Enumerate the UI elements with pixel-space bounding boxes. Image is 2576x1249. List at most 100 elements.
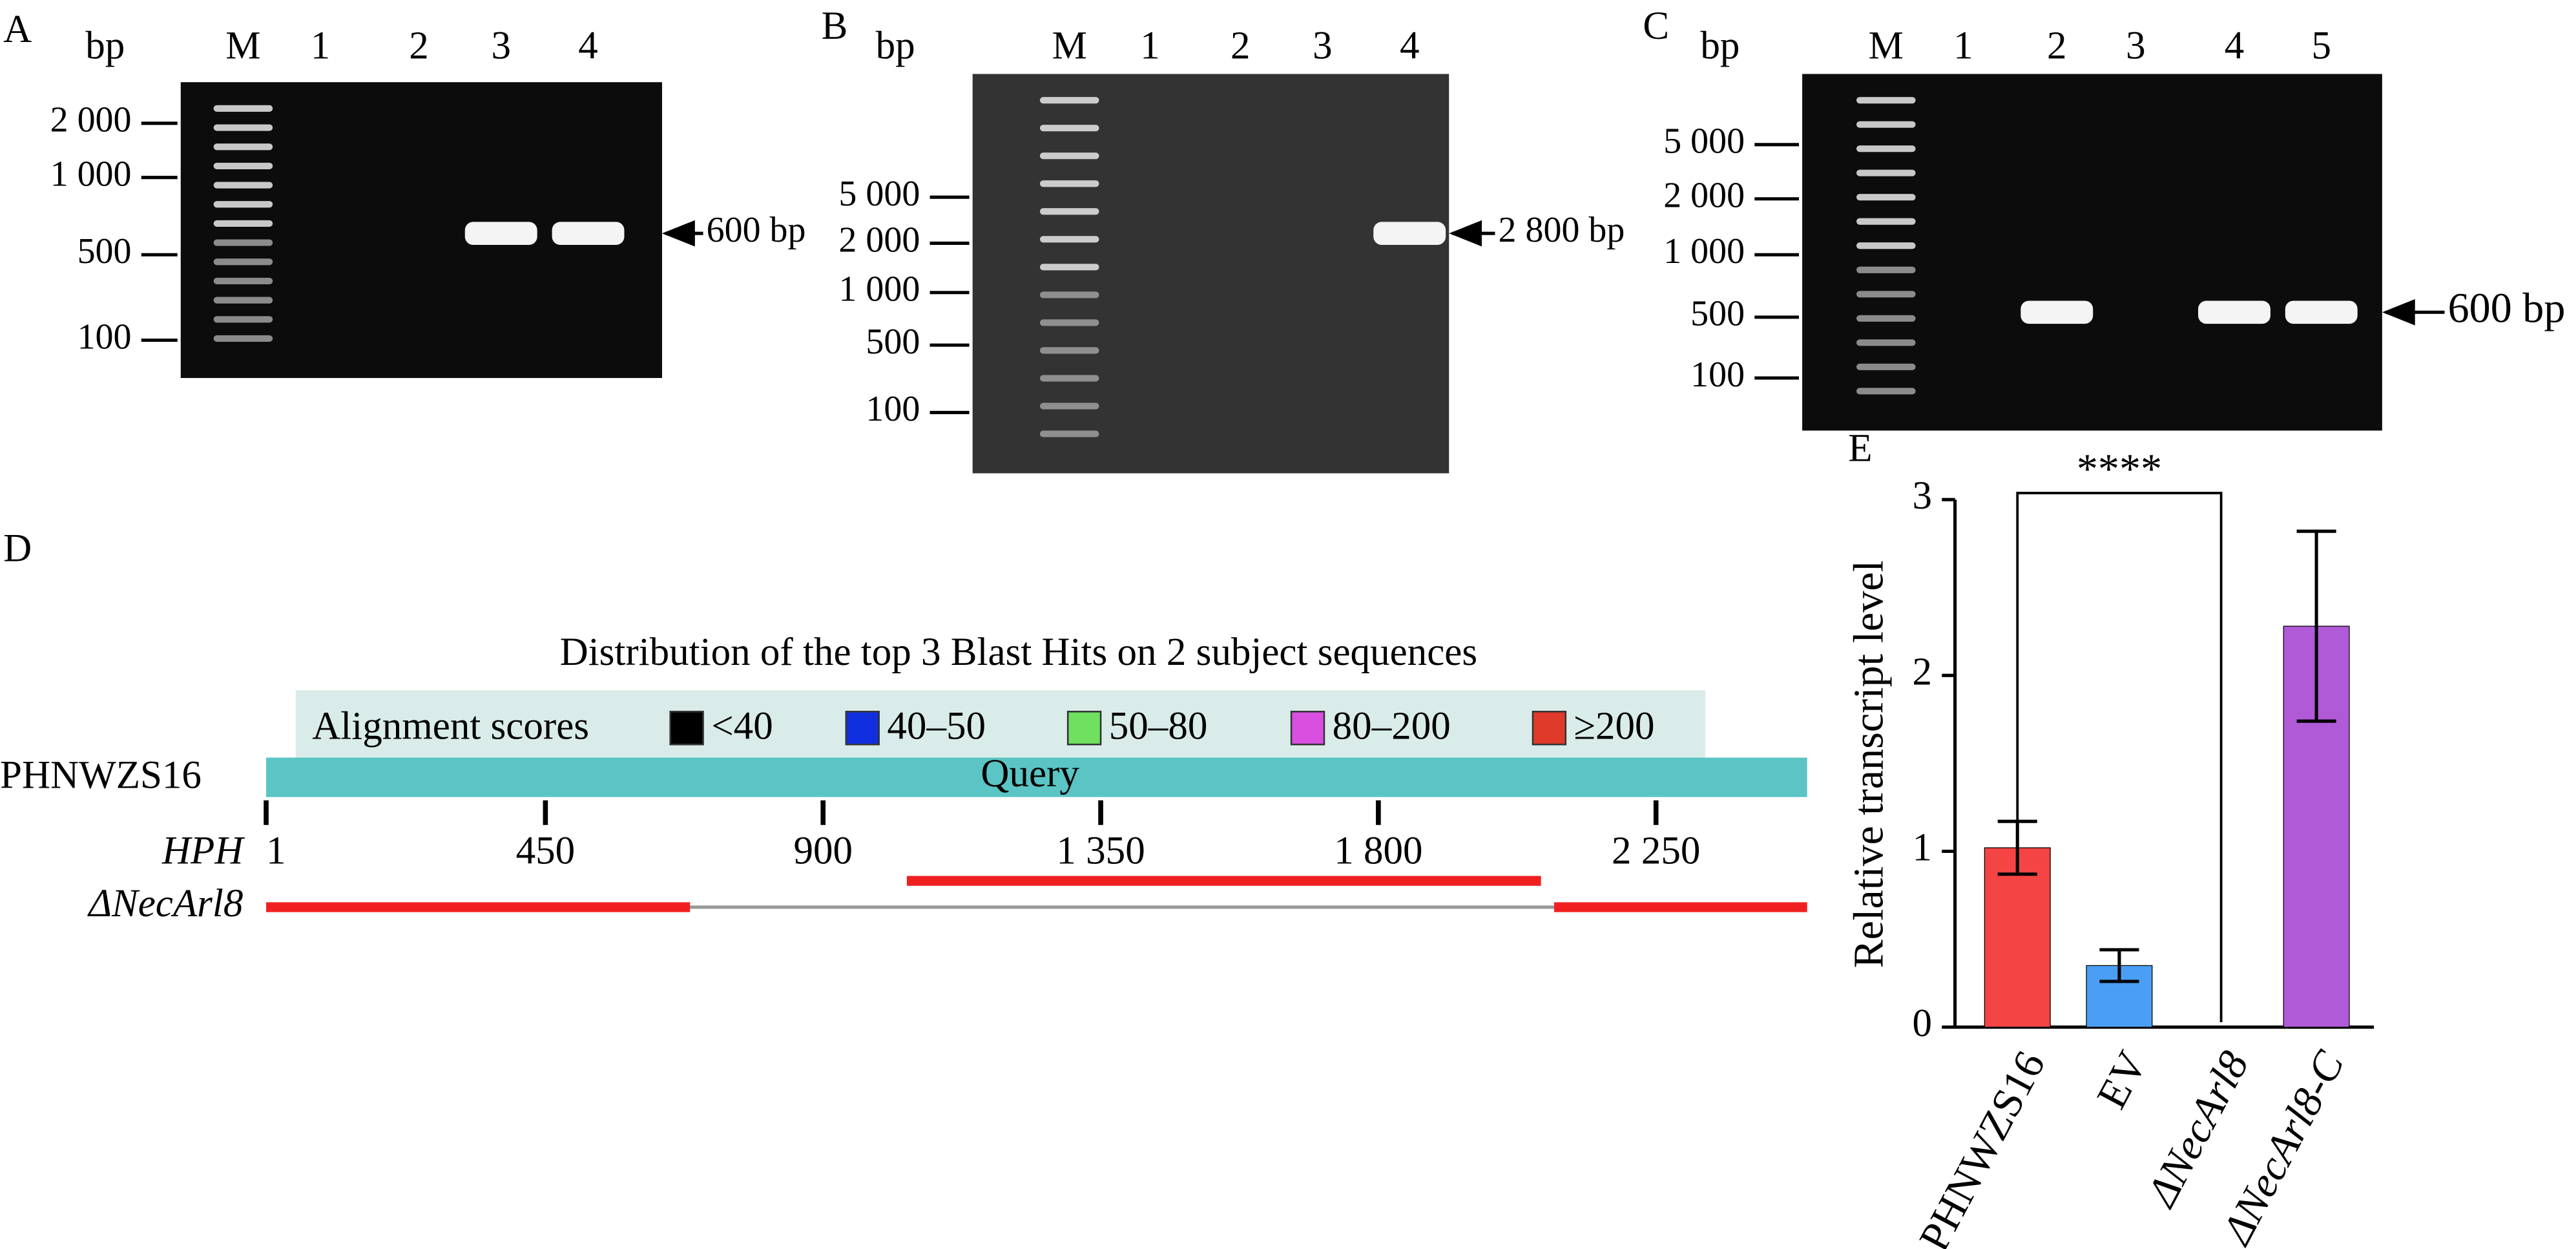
legend-swatch [845, 711, 880, 746]
band-label: 600 bp [2448, 284, 2566, 331]
ladder-band [1856, 363, 1916, 370]
ladder-band [1856, 315, 1916, 322]
y-tick-label: 0 [1912, 1002, 1932, 1045]
plot-title: Distribution of the top 3 Blast Hits on … [560, 631, 1478, 674]
query-tick-label: 450 [516, 830, 576, 873]
legend-title: Alignment scores [312, 704, 589, 748]
ladder-band [1856, 218, 1916, 225]
dna-band [1373, 222, 1446, 245]
lane-label: 2 [2047, 24, 2067, 67]
unit-label: bp [1700, 24, 1740, 67]
query-tick-label: 2 250 [1612, 830, 1700, 873]
marker-label: 2 000 [838, 220, 920, 260]
panel-label: D [3, 527, 32, 571]
ladder-band [1856, 388, 1916, 395]
ladder-band [1856, 266, 1916, 273]
marker-label: 2 000 [1663, 176, 1745, 216]
marker-label: 100 [1690, 355, 1745, 395]
marker-label: 100 [866, 389, 920, 429]
lane-label: 3 [2126, 24, 2146, 67]
ladder-band [1856, 97, 1916, 104]
ladder-band [1039, 430, 1099, 437]
marker-label: 500 [78, 231, 132, 271]
panel-label: B [822, 5, 848, 48]
band-label: 600 bp [707, 210, 806, 250]
lane-label: M [1869, 24, 1904, 67]
legend-box [295, 690, 1706, 764]
marker-label: 100 [78, 317, 132, 357]
ladder-band [1039, 125, 1099, 132]
lane-label: 2 [1231, 24, 1251, 67]
lane-label: 1 [1953, 24, 1973, 67]
panel-label: A [3, 8, 32, 51]
ladder-band [213, 162, 273, 169]
ladder-band [213, 220, 273, 227]
ladder-band [213, 239, 273, 246]
marker-label: 2 000 [50, 100, 132, 140]
y-axis-label: Relative transcript level [1845, 560, 1893, 968]
ladder-band [213, 297, 273, 304]
row-label: HPH [161, 830, 245, 873]
ladder-band [1856, 169, 1916, 176]
panel-label: C [1643, 5, 1669, 48]
ladder-band [1856, 121, 1916, 128]
marker-label: 500 [1690, 294, 1745, 334]
legend-swatch [1066, 711, 1102, 746]
query-tick-label: 900 [793, 830, 853, 873]
lane-label: 2 [409, 24, 429, 67]
dna-band [2020, 300, 2093, 324]
ladder-band [1039, 208, 1099, 215]
ladder-band [213, 105, 273, 112]
ladder-band [213, 182, 273, 189]
panel-label: E [1848, 426, 1872, 470]
band-label: 2 800 bp [1499, 210, 1625, 250]
marker-label: 5 000 [1663, 121, 1745, 162]
ladder-band [1039, 264, 1099, 271]
query-name: PHNWZS16 [0, 754, 202, 797]
marker-label: 500 [866, 322, 920, 362]
query-tick-label: 1 [266, 830, 286, 873]
lane-label: 3 [491, 24, 511, 67]
dna-band [552, 222, 625, 245]
gel [972, 74, 1449, 474]
ladder-band [213, 201, 273, 208]
lane-label: 4 [578, 24, 598, 67]
legend-label: 40–50 [887, 704, 986, 748]
significance-label: **** [2077, 446, 2162, 493]
gel [1802, 74, 2382, 431]
y-tick-label: 2 [1912, 650, 1932, 693]
ladder-band [213, 124, 273, 131]
ladder-band [1856, 194, 1916, 201]
ladder-band [213, 258, 273, 266]
ladder-band [213, 316, 273, 323]
marker-label: 5 000 [838, 174, 920, 214]
unit-label: bp [85, 24, 125, 67]
ladder-band [1039, 403, 1099, 410]
dna-band [464, 222, 537, 245]
lane-label: 4 [2225, 24, 2245, 67]
query-tick-label: 1 350 [1056, 830, 1145, 873]
ladder-band [1039, 319, 1099, 326]
query-bar [266, 757, 1807, 797]
marker-label: 1 000 [1663, 231, 1745, 271]
ladder-band [1856, 242, 1916, 249]
lane-label: 1 [311, 24, 331, 67]
ladder-band [1856, 291, 1916, 298]
y-tick-label: 1 [1912, 826, 1932, 870]
legend-label: 50–80 [1109, 704, 1208, 748]
legend-label: 80–200 [1333, 704, 1451, 748]
lane-label: 1 [1140, 24, 1160, 67]
unit-label: bp [876, 24, 915, 67]
ladder-band [1039, 180, 1099, 187]
lane-label: M [225, 24, 260, 67]
ladder-band [1039, 152, 1099, 160]
legend-swatch [1290, 711, 1325, 746]
ladder-band [213, 335, 273, 342]
ladder-band [1039, 236, 1099, 243]
ladder-band [213, 277, 273, 285]
marker-label: 1 000 [838, 269, 920, 310]
dna-band [2198, 300, 2270, 324]
lane-label: 5 [2312, 24, 2332, 67]
